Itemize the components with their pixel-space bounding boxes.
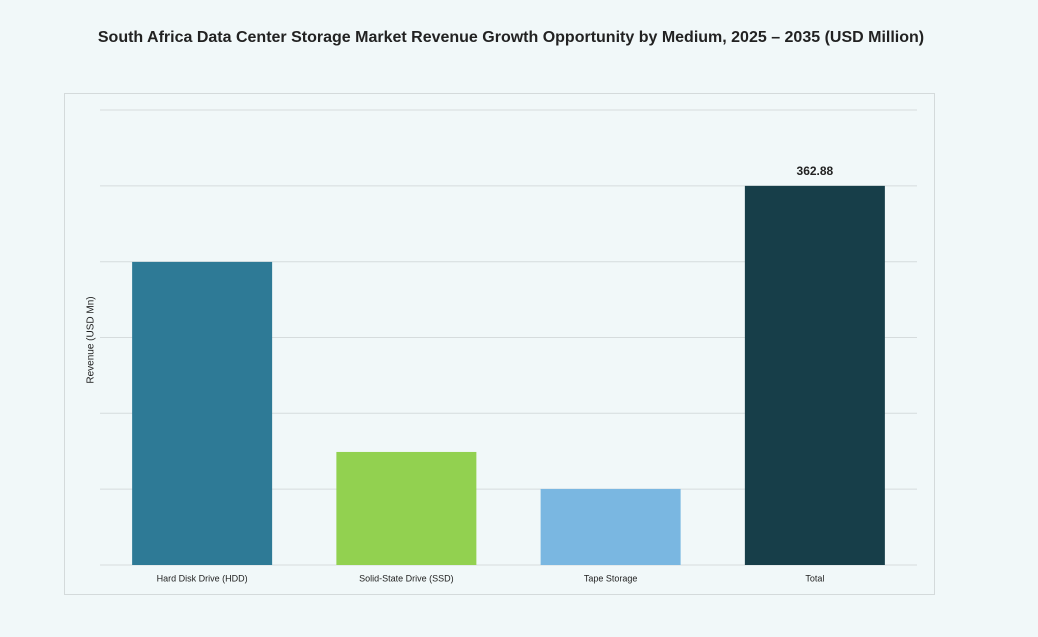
data-label: 362.88 <box>797 164 834 178</box>
x-tick-label: Solid-State Drive (SSD) <box>359 573 454 583</box>
chart-title: South Africa Data Center Storage Market … <box>98 29 924 46</box>
x-tick-label: Total <box>805 573 824 583</box>
x-tick-label: Tape Storage <box>584 573 638 583</box>
y-axis-label: Revenue (USD Mn) <box>86 296 97 383</box>
bar <box>132 261 273 565</box>
bar <box>744 185 885 565</box>
bar <box>540 488 681 565</box>
bar <box>336 451 477 565</box>
plot-frame <box>64 93 935 595</box>
x-tick-label: Hard Disk Drive (HDD) <box>157 573 248 583</box>
